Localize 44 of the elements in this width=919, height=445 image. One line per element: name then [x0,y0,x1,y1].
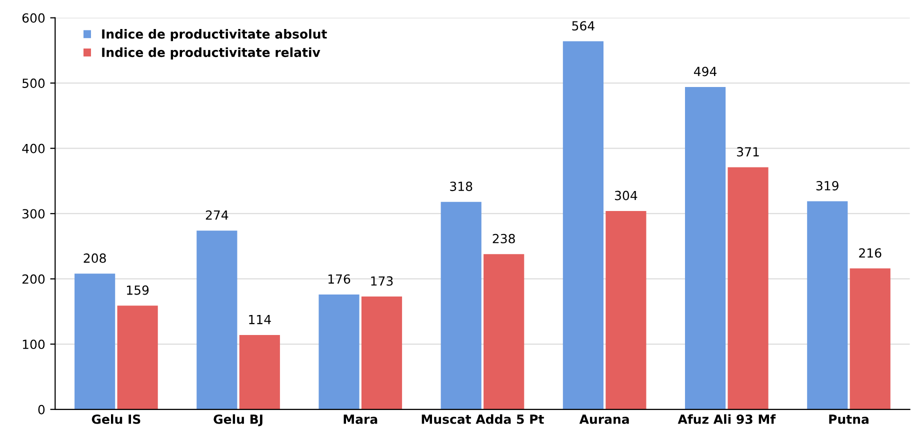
x-tick-label: Putna [829,414,868,424]
bar [318,294,360,410]
data-label: 318 [450,182,472,192]
bar [728,167,768,410]
data-label: 494 [694,66,717,76]
data-label: 319 [816,180,838,190]
data-label: 114 [249,314,271,324]
bar [606,210,646,410]
bar [562,41,604,410]
x-tick-label: Mara [344,414,378,424]
y-tick-label: 200 [22,274,45,284]
x-tick-label: Afuz Ali 93 Mf [678,414,776,424]
data-label: 159 [127,285,149,295]
bar [196,230,238,410]
data-label: 371 [737,147,759,157]
bar [850,268,890,410]
data-label: 216 [859,248,882,258]
data-label: 304 [614,190,638,200]
y-tick-label: 300 [22,209,45,219]
x-tick-label: Gelu IS [92,414,140,424]
bar [685,86,726,410]
data-label: 176 [328,274,350,284]
bar [239,334,280,410]
bar [361,296,402,410]
bar [74,274,116,410]
data-label: 564 [572,21,594,31]
y-tick-label: 100 [22,340,45,350]
bar [807,201,848,410]
data-label: 238 [492,234,515,244]
bar [117,306,158,410]
y-tick-label: 400 [22,144,45,154]
legend-label: Indice de productivitate absolut [102,29,327,42]
legend-label: Indice de productivitate relativ [102,47,320,60]
y-tick-label: 0 [38,404,45,414]
bar [484,254,524,410]
data-label: 274 [206,210,228,220]
bar [440,202,482,410]
x-tick-label: Muscat Adda 5 Pt [422,414,544,424]
data-label: 173 [371,276,393,286]
x-tick-label: Gelu BJ [214,414,262,426]
y-tick-label: 500 [22,78,45,88]
x-tick-label: Aurana [579,414,629,424]
data-label: 208 [84,253,106,263]
y-tick-label: 600 [22,13,45,23]
